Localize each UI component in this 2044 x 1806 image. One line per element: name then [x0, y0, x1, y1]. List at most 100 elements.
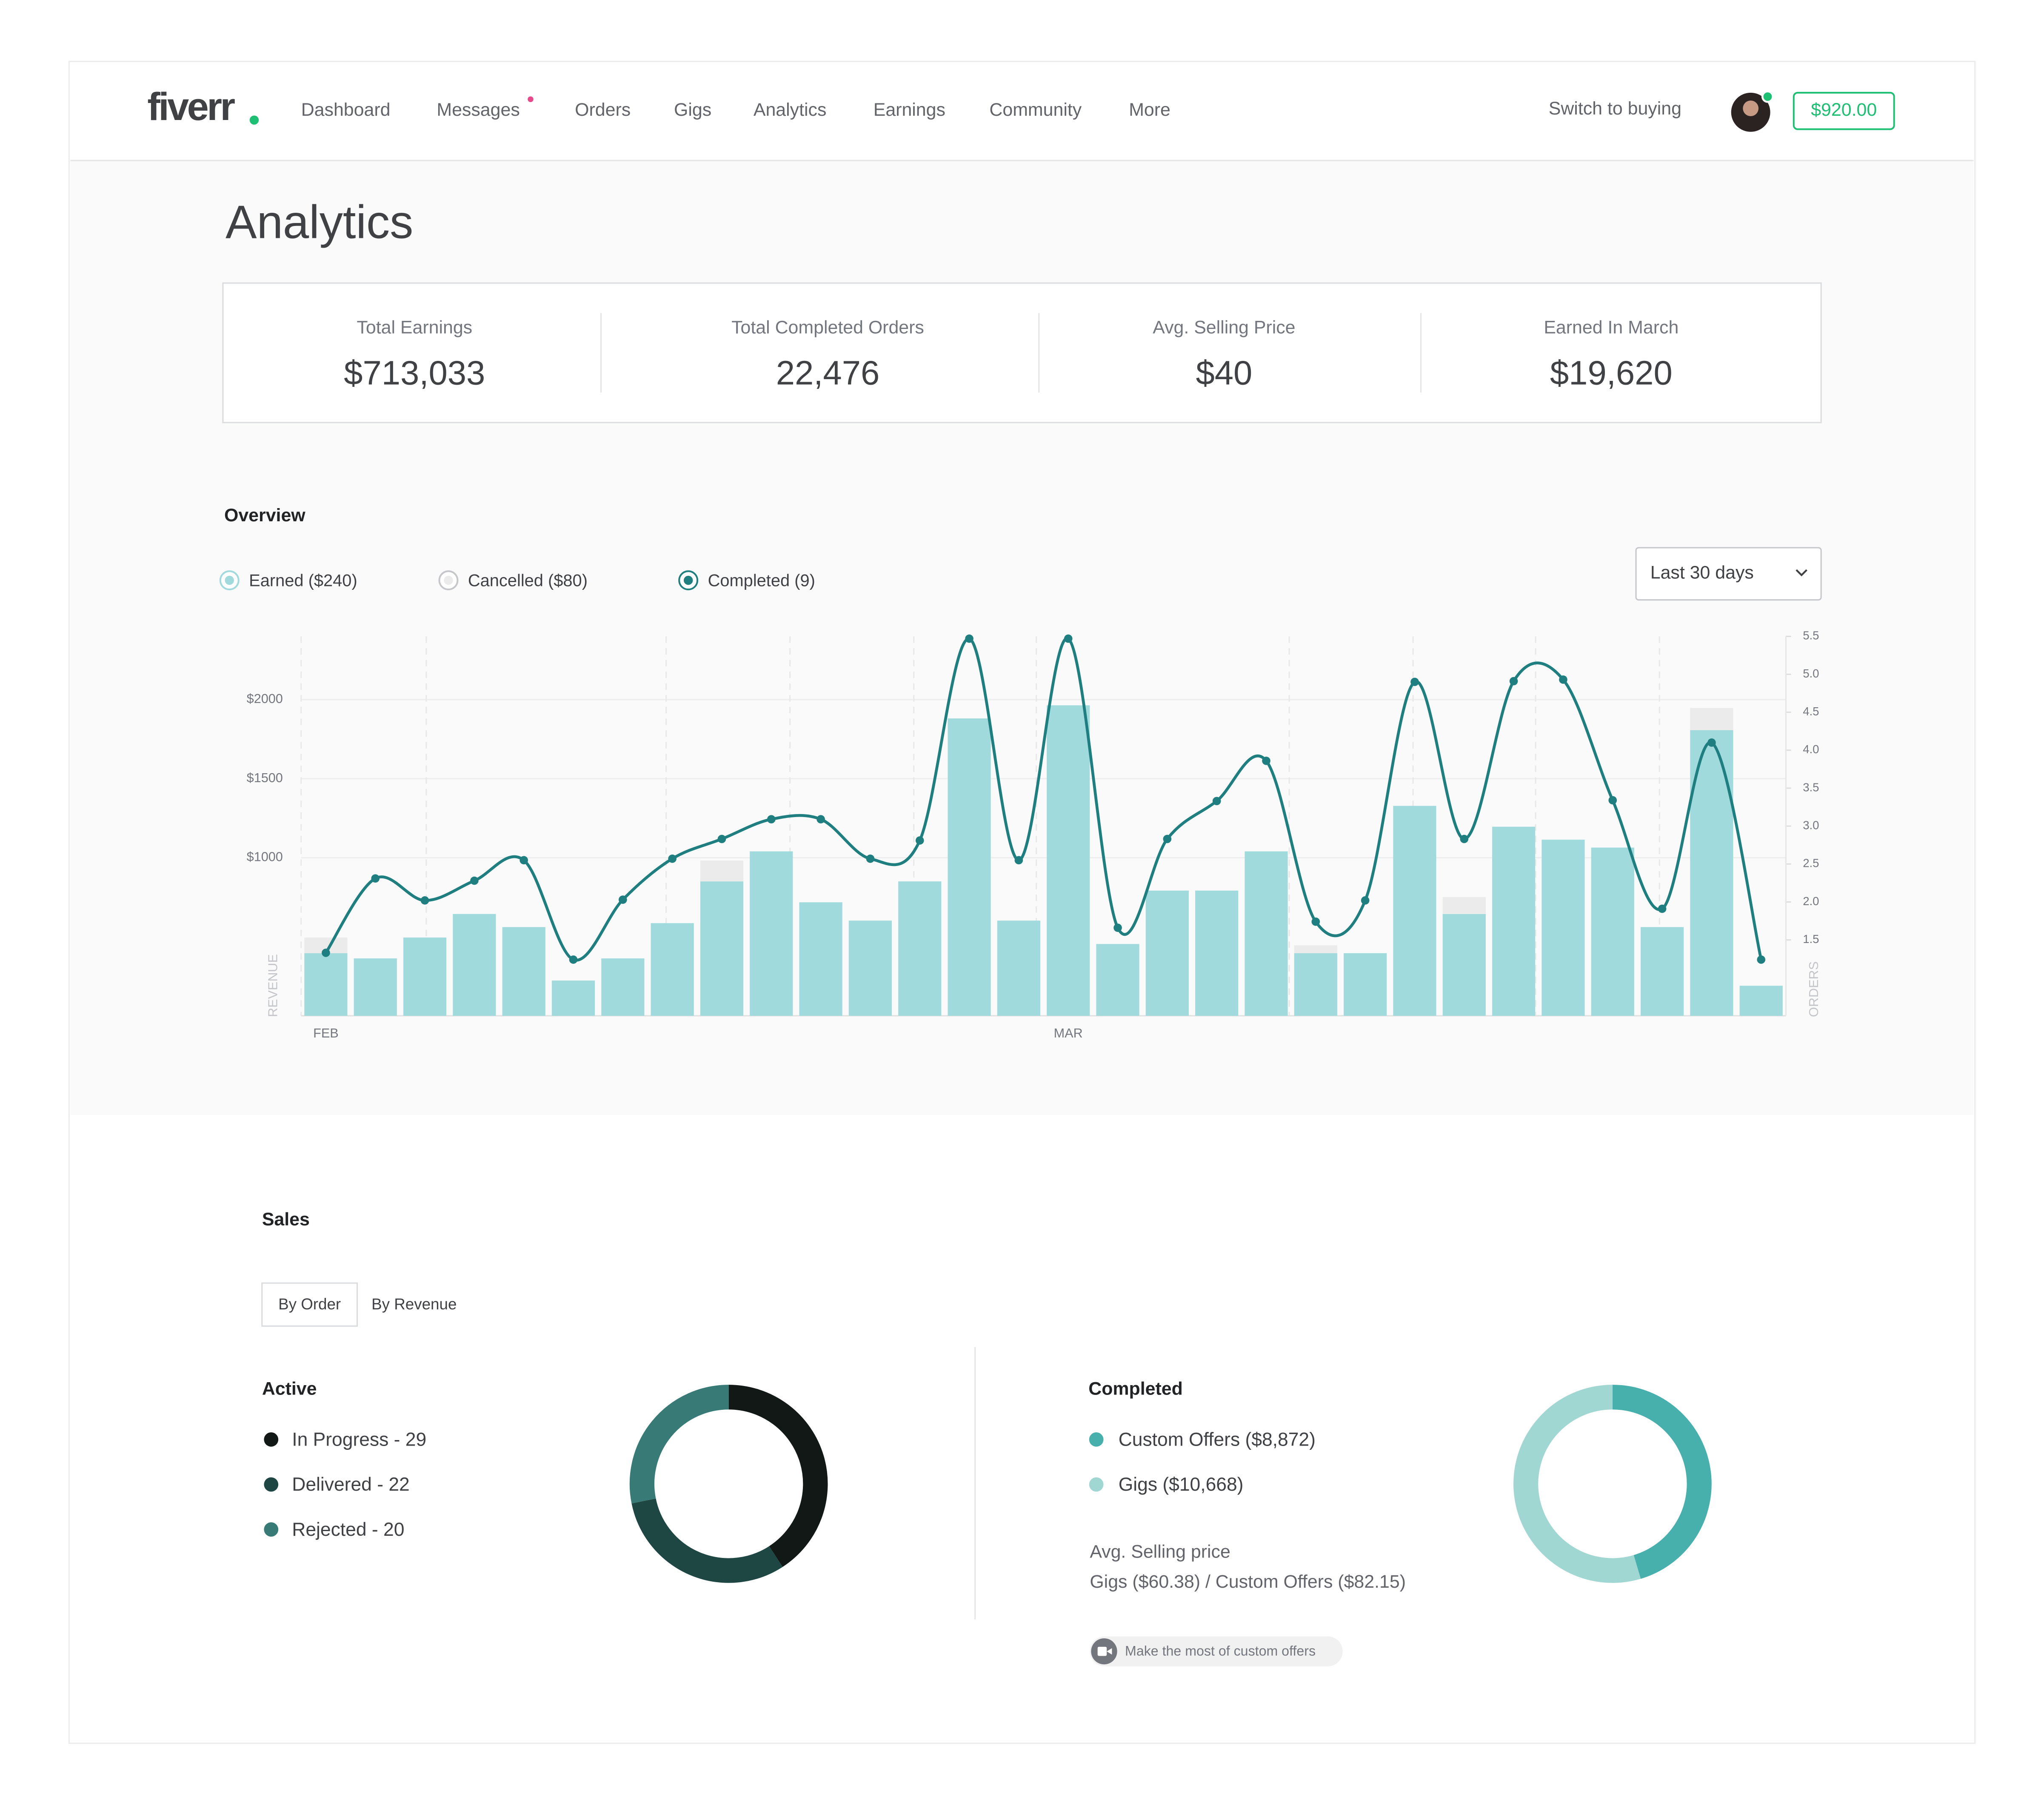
- tab-by-order[interactable]: By Order: [278, 1295, 341, 1313]
- orders-point: [1559, 675, 1567, 684]
- bar: [799, 902, 842, 1016]
- switch-link[interactable]: Switch to buying: [1549, 98, 1681, 119]
- orders-point: [1707, 738, 1716, 747]
- orders-point: [1212, 797, 1221, 806]
- stats-box: [222, 282, 1822, 423]
- legend-label[interactable]: Cancelled ($80): [468, 571, 588, 590]
- bar: [403, 937, 447, 1016]
- y2-tick-label: 1.5: [1803, 932, 1819, 946]
- bar: [1640, 927, 1684, 1016]
- nav-item[interactable]: Analytics: [754, 100, 827, 120]
- chevron: [1796, 569, 1807, 577]
- bar: [601, 958, 645, 1016]
- orders-point: [520, 856, 528, 865]
- donut-segment: [629, 1385, 729, 1503]
- balance-box[interactable]: [1793, 91, 1895, 130]
- orders-point: [767, 815, 776, 823]
- y-tick-label: $1000: [247, 850, 283, 864]
- bar: [1690, 708, 1733, 730]
- nav-item[interactable]: Community: [989, 100, 1082, 120]
- donut-segment: [728, 1385, 828, 1567]
- video-icon-body: [1097, 1646, 1107, 1656]
- orders-point: [1410, 677, 1419, 686]
- orders-point: [1064, 634, 1073, 643]
- orders-point: [322, 949, 330, 957]
- y-axis-title: REVENUE: [265, 954, 280, 1017]
- legend-label[interactable]: Completed (9): [708, 571, 815, 590]
- logo-dot: [249, 115, 259, 125]
- tip-text: Make the most of custom offers: [1125, 1643, 1316, 1659]
- bar: [1442, 897, 1486, 914]
- legend-label[interactable]: Earned ($240): [249, 571, 357, 590]
- donut-segment: [631, 1498, 783, 1583]
- y2-axis-title: ORDERS: [1807, 961, 1821, 1017]
- nav-item[interactable]: Dashboard: [301, 100, 391, 120]
- nav-item[interactable]: Messages: [437, 100, 520, 120]
- donut-segment: [1612, 1385, 1712, 1579]
- nav-item[interactable]: More: [1129, 100, 1170, 120]
- logo[interactable]: fiverr: [147, 85, 237, 129]
- orders-point: [1262, 757, 1270, 765]
- y2-tick-label: 5.5: [1803, 629, 1819, 642]
- orders-point: [1460, 834, 1469, 843]
- stats: Total Earnings $713,033 Total Completed Or…: [344, 313, 1679, 393]
- nav-item[interactable]: Orders: [575, 100, 631, 120]
- orders-point: [1608, 796, 1617, 805]
- orders-point: [371, 874, 380, 883]
- bar: [1195, 890, 1239, 1016]
- bar: [1542, 840, 1585, 1016]
- bar: [1294, 945, 1337, 953]
- unread-dot: [528, 96, 534, 102]
- x-tick-label: FEB: [313, 1026, 339, 1040]
- legend-dot: [1089, 1477, 1104, 1492]
- bar: [948, 718, 991, 1016]
- range-text: Last 30 days: [1650, 563, 1754, 583]
- bar: [1739, 986, 1783, 1016]
- orders-point: [717, 834, 726, 843]
- orders-point: [1113, 923, 1122, 932]
- bar: [1096, 944, 1139, 1016]
- legend-dot: [264, 1432, 279, 1447]
- orders-point: [1509, 677, 1518, 686]
- legend-dot: [444, 575, 453, 585]
- tab-by-revenue[interactable]: By Revenue: [371, 1295, 457, 1313]
- stat-value: $40: [1196, 354, 1252, 392]
- orders-point: [1361, 896, 1370, 905]
- donut-title: Active: [262, 1379, 317, 1399]
- legend-dot: [683, 575, 693, 585]
- legend-dot: [264, 1522, 279, 1537]
- bar: [502, 927, 545, 1016]
- legend-dot: [264, 1477, 279, 1492]
- online-dot: [1761, 90, 1774, 103]
- legend-label: Custom Offers ($8,872): [1119, 1429, 1316, 1450]
- bar: [1344, 953, 1387, 1016]
- page-title: Analytics: [226, 196, 413, 249]
- bar: [898, 881, 942, 1016]
- range-dropdown[interactable]: [1635, 547, 1822, 601]
- tab-active[interactable]: [261, 1282, 358, 1327]
- bar: [651, 923, 694, 1016]
- orders-point: [420, 896, 429, 905]
- donut-segment: [1513, 1385, 1641, 1583]
- donut-title: Completed: [1088, 1379, 1183, 1399]
- bar: [1145, 890, 1189, 1016]
- orders-point: [816, 815, 825, 823]
- orders-point: [1311, 917, 1320, 926]
- balance: $920.00: [1811, 100, 1877, 120]
- stat-value: 22,476: [776, 354, 880, 392]
- avg-title: Avg. Selling price: [1090, 1542, 1230, 1562]
- stat-label: Total Earnings: [357, 317, 472, 338]
- nav-item[interactable]: Earnings: [874, 100, 945, 120]
- orders-point: [915, 836, 924, 845]
- bar: [1591, 847, 1634, 1016]
- tip-pill[interactable]: [1090, 1636, 1343, 1666]
- legend-dot: [1089, 1432, 1104, 1447]
- y2-tick-label: 2.0: [1803, 894, 1819, 908]
- sales-donuts: Active In Progress - 29 Delivered - 22 Reje…: [262, 1379, 1712, 1583]
- legend-dot: [225, 575, 234, 585]
- sales-title: Sales: [262, 1209, 310, 1229]
- bar: [1442, 914, 1486, 1016]
- orders-line: [325, 637, 1763, 962]
- nav-item[interactable]: Gigs: [674, 100, 711, 120]
